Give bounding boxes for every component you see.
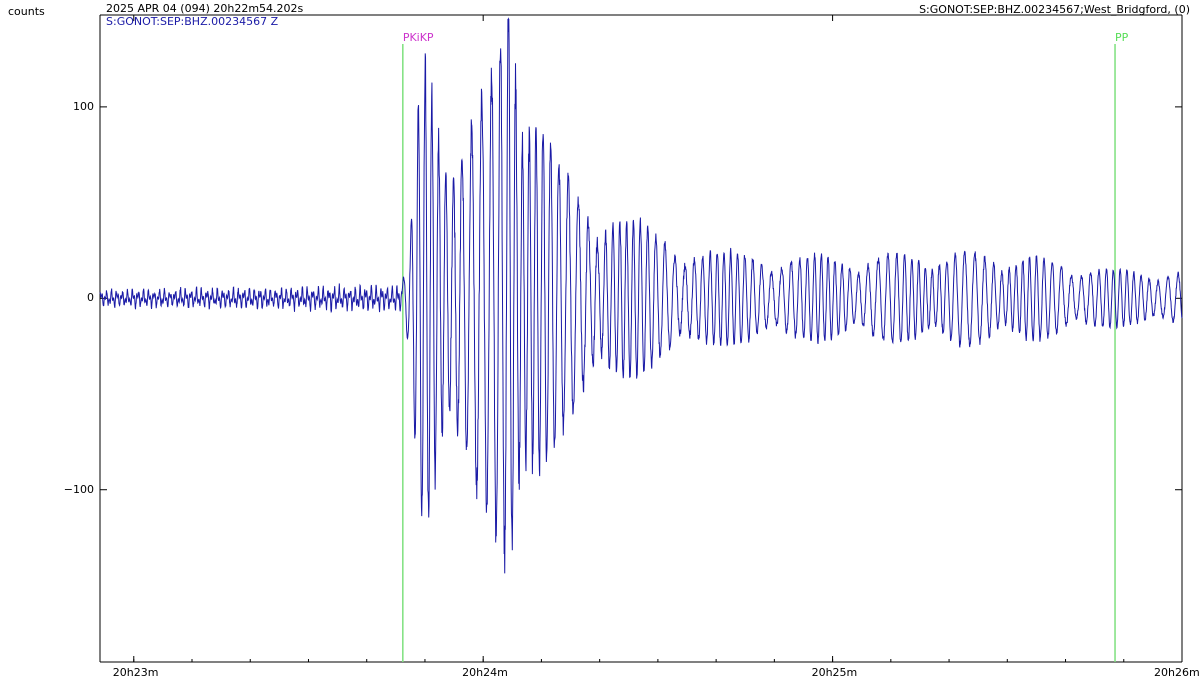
phase-markers: [402, 44, 1116, 662]
y-tick-label: −100: [63, 482, 94, 496]
channel-label: S:GONOT:SEP:BHZ.00234567 Z: [106, 15, 279, 28]
units-label: counts: [8, 5, 45, 18]
waveform-trace[interactable]: [99, 17, 1183, 574]
phase-label-pp: PP: [1115, 31, 1129, 44]
x-tick-label: 20h25m: [811, 666, 858, 679]
x-tick-label: 20h24m: [462, 666, 508, 679]
x-tick-label: 20h23m: [112, 666, 159, 679]
y-tick-group: [100, 106, 1182, 491]
x-tick-label: 20h26m: [1154, 666, 1200, 679]
y-tick-label: 100: [73, 99, 94, 113]
y-tick-label: 0: [87, 291, 94, 305]
x-tick-group: [133, 15, 1183, 662]
phase-label-pkikp: PKiKP: [402, 31, 434, 44]
datetime-label: 2025 APR 04 (094) 20h22m54.202s: [106, 2, 304, 15]
station-label: S:GONOT:SEP:BHZ.00234567;West_Bridgford,…: [919, 3, 1190, 16]
